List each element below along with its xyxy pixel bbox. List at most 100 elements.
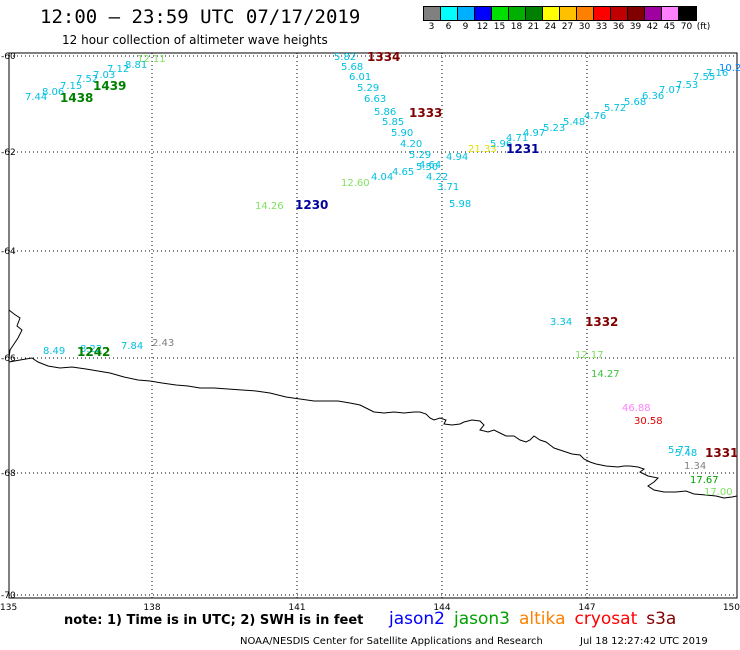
wave-height-value: 5.98 [449,199,471,210]
wave-height-value: 1.34 [684,461,706,472]
pass-time-label: 1230 [295,198,328,212]
latitude-label: -70 [1,591,16,601]
wave-height-value: 3.71 [437,182,459,193]
wave-height-value: 5.90 [391,128,413,139]
wave-height-value: 12.17 [575,350,604,361]
wave-height-value: 12.60 [341,178,370,189]
legend-swatch [424,7,441,20]
map-frame [8,52,738,599]
satellite-altika: altika [519,609,566,629]
wave-height-value: 4.76 [584,111,606,122]
wave-height-value: 5.23 [543,123,565,134]
legend-label: 3 [428,22,435,32]
satellite-cryosat: cryosat [574,609,638,629]
pass-time-label: 1334 [367,50,400,64]
legend-swatch [509,7,526,20]
wave-height-observations: 12.118.817.127.037.527.158.067.445.825.6… [25,52,740,498]
legend-label: 12 [476,22,489,32]
color-legend [423,6,697,21]
wave-height-value: 5.68 [624,97,646,108]
credit-line: NOAA/NESDIS Center for Satellite Applica… [240,636,543,647]
pass-time-label: 1438 [60,91,93,105]
wave-height-value: 4.22 [426,172,448,183]
legend-label: 36 [612,22,625,32]
wave-height-value: 7.03 [93,70,115,81]
color-legend-labels: 3 6 9 12 15 18 21 24 27 30 33 36 39 42 45 70 (ft) [423,22,712,32]
wave-height-value: 8.81 [125,60,147,71]
wave-height-value: 5.85 [382,117,404,128]
wave-height-value: 14.27 [591,369,620,380]
wave-height-value: 7.52 [76,74,98,85]
generated-timestamp: Jul 18 12:27:42 UTC 2019 [580,636,708,647]
wave-height-value: 4.64 [419,160,441,171]
wave-height-value: 8.49 [43,346,65,357]
wave-height-value: 6.63 [364,94,386,105]
legend-label: 45 [663,22,676,32]
legend-label: 21 [527,22,540,32]
wave-height-value: 5.72 [604,103,626,114]
wave-height-value: 14.26 [255,201,284,212]
satellite-s3a: s3a [646,609,677,629]
pass-time-label: 1242 [77,345,110,359]
page-title: 12:00 – 23:59 UTC 07/17/2019 [40,6,361,28]
legend-label: 42 [646,22,659,32]
legend-swatch [594,7,611,20]
wave-height-value: 7.55 [693,72,715,83]
pass-time-label: 1332 [585,315,618,329]
wave-height-value: 7.84 [121,341,143,352]
wave-height-value: 7.44 [25,92,47,103]
legend-swatch [560,7,577,20]
wave-height-value: 7.12 [107,64,129,75]
wave-height-value: 7.07 [659,85,681,96]
pass-time-label: 1333 [409,106,442,120]
wave-height-value: 12.11 [137,54,166,65]
pass-time-label: 1331 [705,446,738,460]
map-axis-labels: -60 -62 -64 -66 -68 -70 135 138 141 144 147 150 [0,52,740,613]
longitude-label: 144 [433,603,450,613]
legend-swatch [679,7,696,20]
legend-swatch [458,7,475,20]
longitude-label: 135 [0,603,17,613]
latitude-label: -62 [1,148,16,158]
wave-height-value: 5.29 [409,150,431,161]
wave-height-value: 10.2 [719,63,740,74]
legend-swatch [475,7,492,20]
antarctic-coastline [8,309,738,499]
units-note: note: 1) Time is in UTC; 2) SWH is in fe… [64,613,364,628]
wave-height-value: 5.68 [341,62,363,73]
wave-height-value: 46.88 [622,403,651,414]
legend-label: 9 [462,22,469,32]
wave-height-value: 17.00 [704,487,733,498]
legend-label: 30 [578,22,591,32]
wave-height-value: 30.58 [634,416,663,427]
wave-height-value: 8.06 [42,87,64,98]
legend-label: 24 [544,22,557,32]
wave-height-value: 4.04 [371,172,393,183]
wave-height-value: 4.71 [506,133,528,144]
wave-height-value: 17.67 [690,475,719,486]
wave-height-value: 7.15 [60,81,82,92]
longitude-label: 150 [723,603,740,613]
pass-time-label: 1231 [506,142,539,156]
legend-label: 6 [445,22,452,32]
latitude-label: -68 [1,469,16,479]
satellite-jason2: jason2 [389,609,445,629]
legend-label: 27 [561,22,574,32]
wave-height-value: 5.48 [675,448,697,459]
legend-label: 15 [493,22,506,32]
wave-height-value: 8.22 [80,344,102,355]
wave-height-value: 5.77 [668,445,690,456]
wave-height-value: 4.20 [400,139,422,150]
legend-swatch [441,7,458,20]
wave-height-value: 4.65 [392,167,414,178]
wave-height-value: 21.33 [468,144,497,155]
pass-time-label: 1439 [93,79,126,93]
wave-height-value: 5.82 [334,52,356,63]
wave-height-value: 7.53 [676,80,698,91]
wave-height-value: 5.50 [416,162,438,173]
page-subtitle: 12 hour collection of altimeter wave hei… [62,33,328,47]
legend-swatch [577,7,594,20]
latitude-label: -60 [1,52,16,62]
